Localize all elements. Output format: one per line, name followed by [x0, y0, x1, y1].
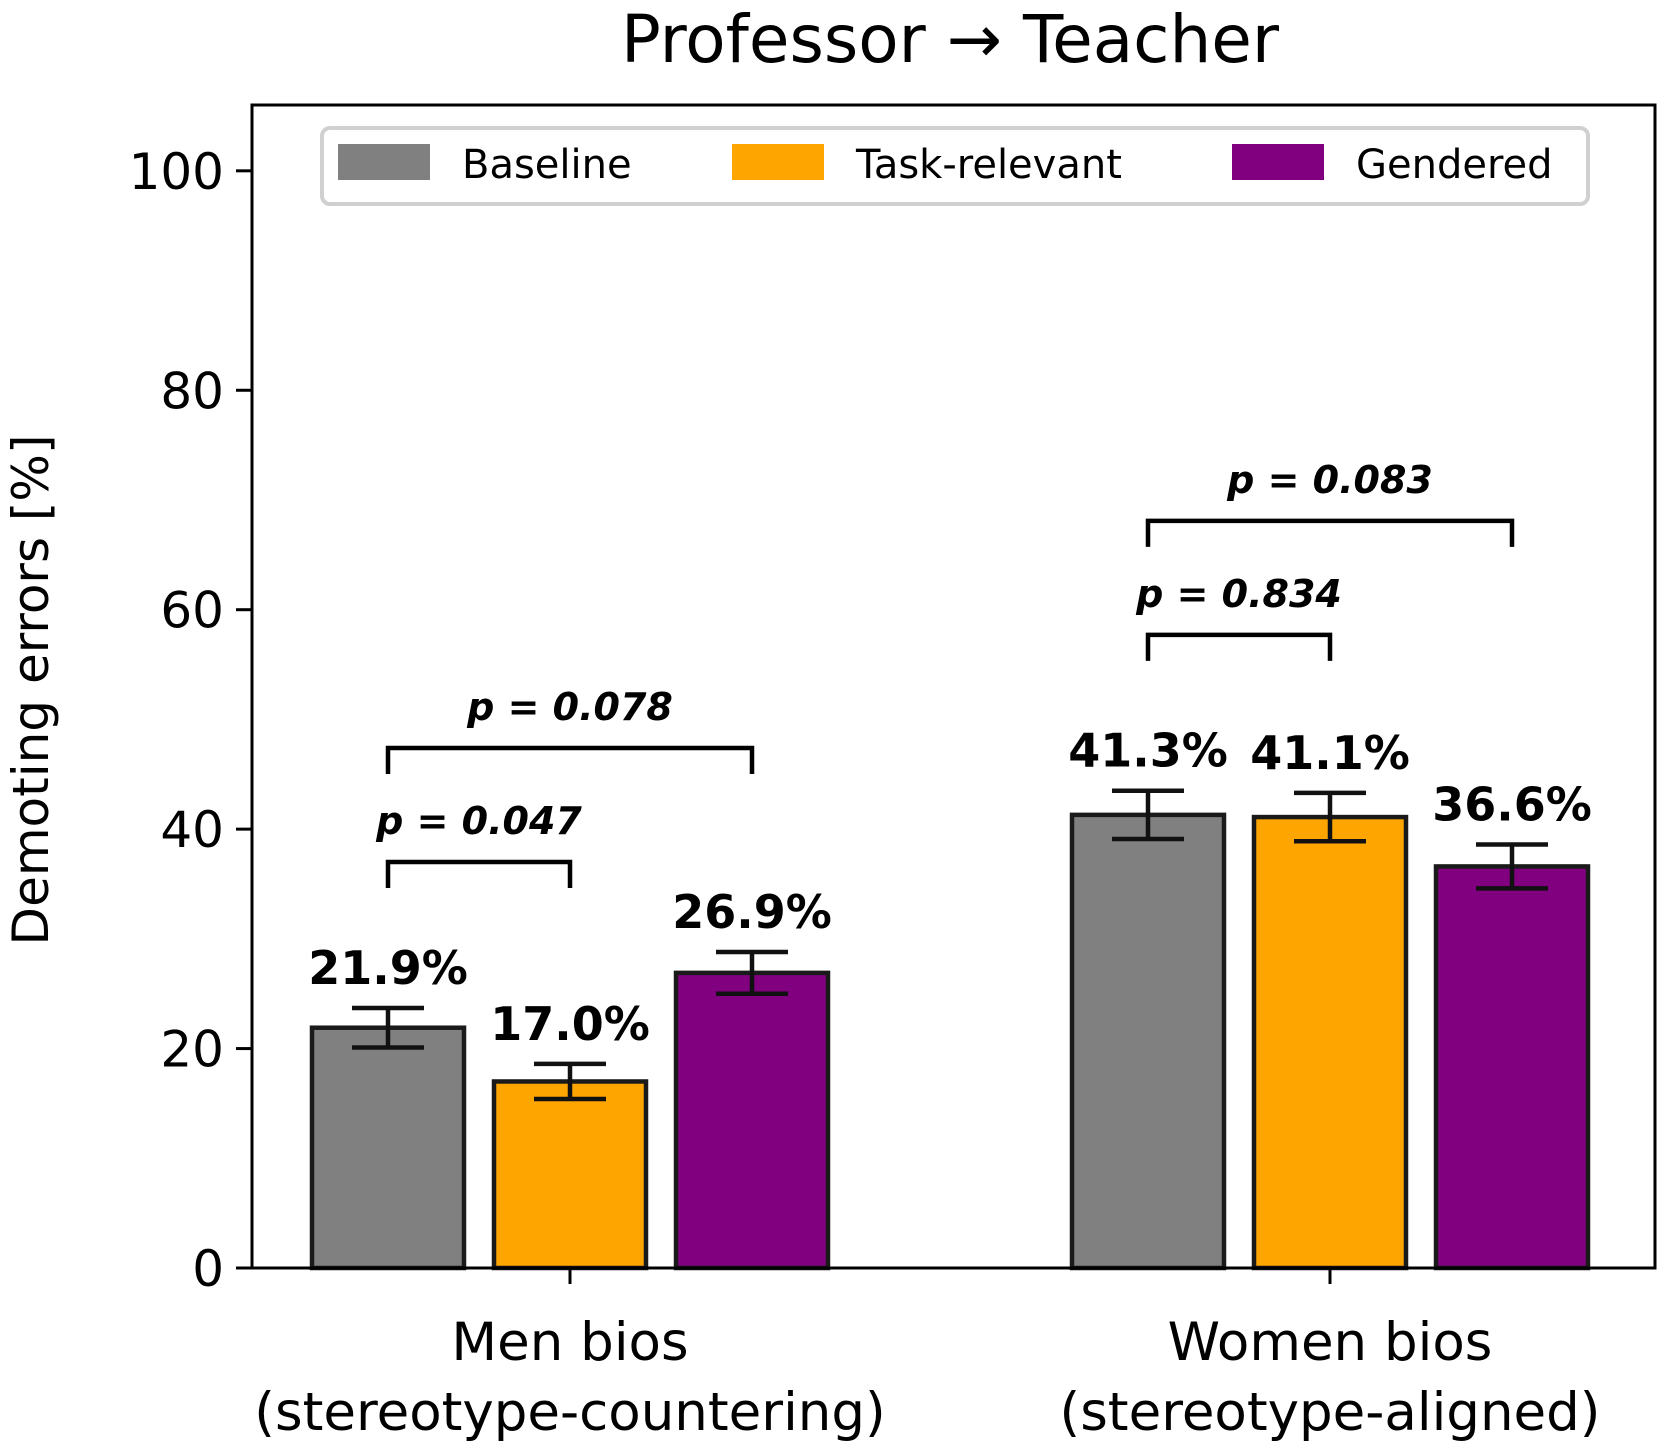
error-bar-1-0	[534, 1061, 606, 1102]
legend-entry-label: Baseline	[462, 142, 632, 188]
y-tick-label: 40	[160, 801, 224, 859]
significance-bracket-3: p = 0.083	[1145, 458, 1515, 547]
significance-bracket-0: p = 0.047	[375, 799, 582, 889]
y-tick-label: 100	[129, 143, 224, 201]
legend-swatch	[338, 144, 430, 180]
error-bar-0-1	[1112, 788, 1184, 842]
bracket-line	[1145, 632, 1333, 661]
legend-swatch	[1232, 144, 1324, 180]
bar-task-relevant-1	[1251, 814, 1409, 1271]
p-value-label: p = 0.047	[375, 799, 582, 843]
p-value-label: p = 0.834	[1135, 572, 1342, 616]
y-axis-label: Demoting errors [%]	[2, 435, 60, 946]
axes-frame	[250, 103, 1657, 1270]
legend: Baseline Task-relevant Gendered	[320, 126, 1590, 206]
error-bar-2-1	[1476, 842, 1548, 891]
legend-swatch	[732, 144, 824, 180]
data-label: 36.6%	[1432, 777, 1592, 831]
bar-gendered-1	[1433, 864, 1591, 1271]
plot-area: 21.9% 41.3% 17.0% 41.1% 26.9% 36.6% p = 0.047 p…	[308, 458, 1592, 1271]
data-label: 41.3%	[1068, 724, 1228, 778]
y-tick-label: 20	[160, 1021, 224, 1079]
data-label: 26.9%	[672, 885, 832, 939]
y-tick-label: 0	[192, 1240, 224, 1298]
bar-task-relevant-0	[491, 1079, 649, 1271]
data-label: 41.1%	[1250, 726, 1410, 780]
y-tick-label: 60	[160, 582, 224, 640]
significance-bracket-1: p = 0.078	[385, 685, 755, 774]
error-bar-0-0	[352, 1005, 424, 1050]
data-label: 17.0%	[490, 997, 650, 1051]
bracket-line	[385, 745, 755, 774]
significance-bracket-2: p = 0.834	[1135, 572, 1342, 661]
legend-entry-label: Task-relevant	[855, 142, 1122, 188]
x-tick-label-line: Men bios	[451, 1312, 688, 1373]
x-tick-label-line: Women bios	[1168, 1312, 1493, 1373]
bar-baseline-1	[1069, 812, 1227, 1271]
x-tick-label-line: (stereotype-aligned)	[1060, 1382, 1601, 1443]
p-value-label: p = 0.083	[1226, 458, 1433, 502]
y-tick-label: 80	[160, 362, 224, 420]
x-tick-label-line: (stereotype-countering)	[254, 1382, 885, 1443]
error-bar-1-1	[1294, 790, 1366, 844]
bar-gendered-0	[673, 970, 831, 1271]
axes: 0 20 40 60 80 100 Men bios (stereotype-counteri…	[129, 143, 1601, 1443]
legend-entry-label: Gendered	[1356, 142, 1553, 188]
x-tick-label: Women bios (stereotype-aligned)	[1060, 1312, 1601, 1443]
error-bar-2-0	[716, 949, 788, 996]
x-tick-label: Men bios (stereotype-countering)	[254, 1312, 885, 1443]
chart-title: Professor → Teacher	[621, 1, 1280, 78]
p-value-label: p = 0.078	[466, 685, 673, 729]
data-label: 21.9%	[308, 941, 468, 995]
bracket-line	[385, 859, 573, 889]
bracket-line	[1145, 518, 1515, 547]
bar-baseline-0	[309, 1025, 467, 1271]
